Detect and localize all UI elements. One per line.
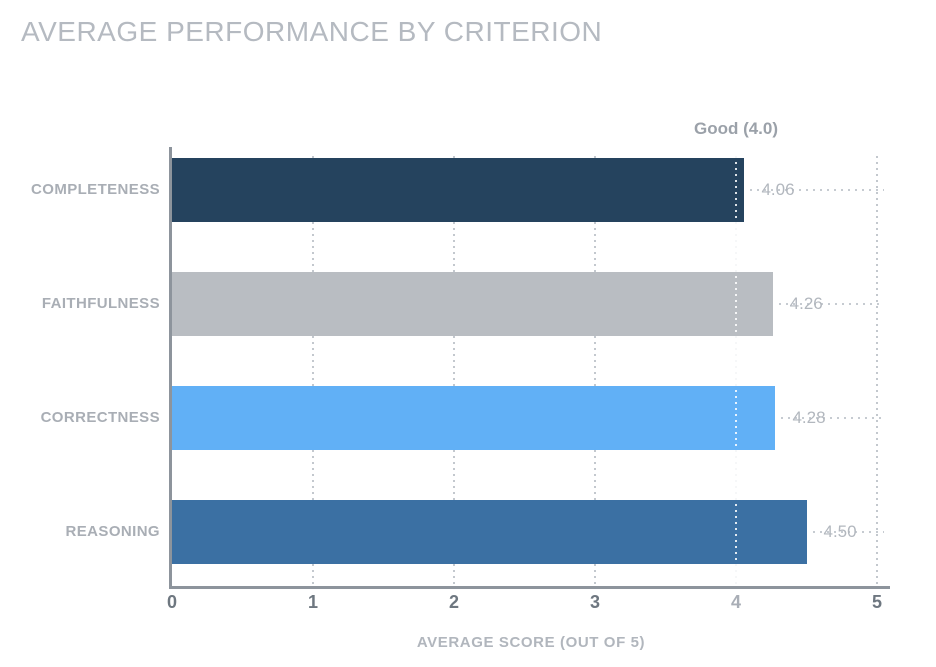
- value-leader: [778, 303, 884, 305]
- value-label: 4.26: [789, 294, 823, 313]
- category-label-reasoning: REASONING: [65, 523, 160, 540]
- gridline-5: [876, 156, 878, 586]
- y-axis-line: [169, 147, 172, 589]
- bar-correctness: [172, 386, 776, 450]
- gridline-2: [453, 156, 455, 586]
- value-leader: [812, 531, 884, 533]
- chart-title: AVERAGE PERFORMANCE BY CRITERION: [21, 16, 603, 47]
- x-tick-4: 4: [730, 592, 742, 612]
- category-label-faithfulness: FAITHFULNESS: [41, 295, 160, 312]
- bar-row-reasoning: 4.50: [172, 500, 890, 564]
- x-tick-1: 1: [307, 592, 319, 612]
- category-label-correctness: CORRECTNESS: [40, 409, 160, 426]
- plot-area: 4.06 4.26 4.28 4.50: [172, 150, 890, 586]
- bar-faithfulness: [172, 272, 773, 336]
- value-leader: [750, 189, 884, 191]
- bar-row-faithfulness: 4.26: [172, 272, 890, 336]
- category-label-completeness: COMPLETENESS: [31, 181, 160, 198]
- bar-reasoning: [172, 500, 807, 564]
- bar-row-completeness: 4.06: [172, 158, 890, 222]
- value-label: 4.06: [761, 180, 795, 199]
- reference-line-overlay: [735, 156, 737, 586]
- value-leader: [781, 417, 884, 419]
- x-tick-2: 2: [448, 592, 460, 612]
- reference-line-label: Good (4.0): [693, 119, 779, 138]
- value-label: 4.28: [792, 408, 826, 427]
- x-axis-line: [169, 586, 890, 589]
- x-tick-3: 3: [589, 592, 601, 612]
- value-label: 4.50: [823, 522, 857, 541]
- gridline-3: [594, 156, 596, 586]
- x-tick-5: 5: [871, 592, 883, 612]
- gridline-1: [312, 156, 314, 586]
- x-axis-title: AVERAGE SCORE (OUT OF 5): [416, 634, 646, 651]
- bar-completeness: [172, 158, 745, 222]
- bar-row-correctness: 4.28: [172, 386, 890, 450]
- x-tick-0: 0: [166, 592, 178, 612]
